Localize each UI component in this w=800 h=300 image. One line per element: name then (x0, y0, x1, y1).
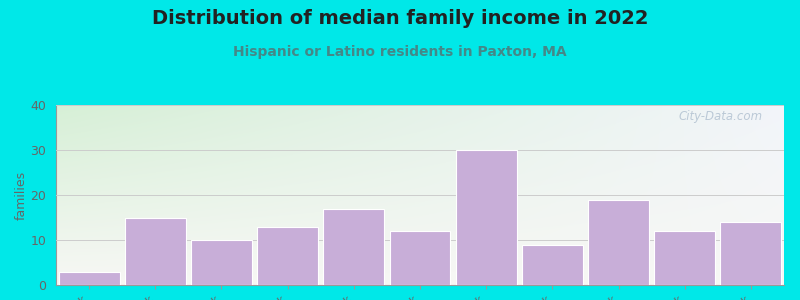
Text: City-Data.com: City-Data.com (678, 110, 762, 123)
Bar (456, 150, 517, 285)
Bar (390, 231, 450, 285)
Bar (721, 222, 782, 285)
Text: Distribution of median family income in 2022: Distribution of median family income in … (152, 9, 648, 28)
Bar (323, 208, 384, 285)
Y-axis label: families: families (14, 170, 28, 220)
Bar (588, 200, 649, 285)
Bar (654, 231, 715, 285)
Text: Hispanic or Latino residents in Paxton, MA: Hispanic or Latino residents in Paxton, … (233, 45, 567, 59)
Bar (58, 272, 119, 285)
Bar (257, 226, 318, 285)
Bar (191, 240, 252, 285)
Bar (125, 218, 186, 285)
Bar (522, 244, 583, 285)
